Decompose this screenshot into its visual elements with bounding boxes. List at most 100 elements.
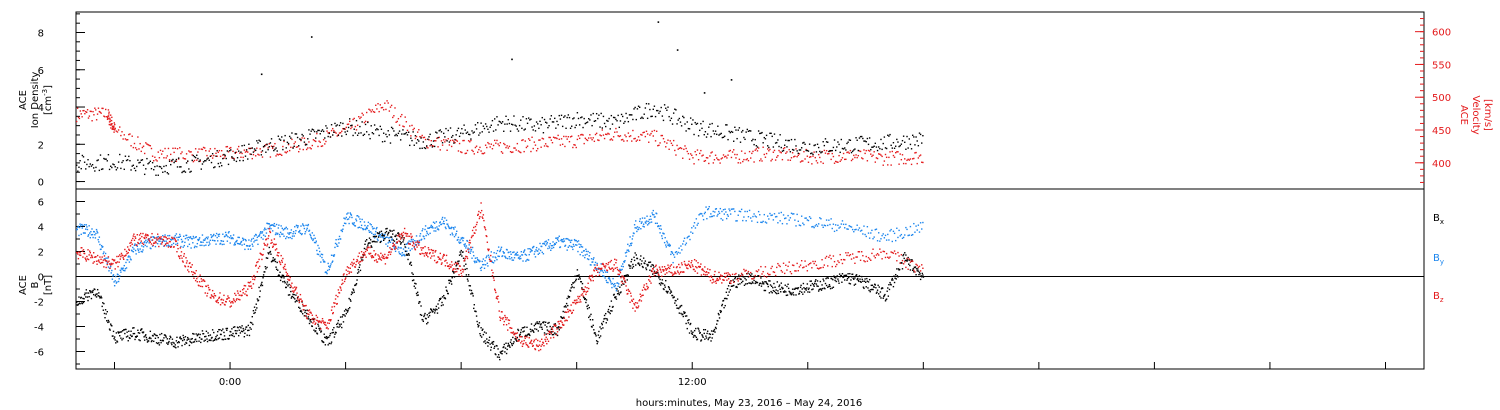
- bx-point: [392, 239, 395, 241]
- bx-point: [190, 342, 193, 344]
- velocity-point: [499, 142, 502, 144]
- velocity-point: [731, 151, 734, 153]
- velocity-point: [697, 158, 700, 161]
- bz-point: [103, 266, 105, 268]
- density-point: [677, 119, 679, 121]
- velocity-point: [414, 137, 417, 140]
- velocity-point: [619, 135, 622, 137]
- velocity-point: [882, 164, 884, 166]
- by-point: [238, 236, 240, 239]
- velocity-point: [865, 149, 867, 152]
- bx-point: [465, 263, 467, 265]
- by-point: [342, 228, 344, 230]
- by-point: [93, 231, 95, 233]
- bz-point: [342, 274, 345, 276]
- velocity-point: [237, 145, 240, 148]
- bz-point: [324, 321, 327, 324]
- bz-point: [273, 238, 276, 240]
- bx-point: [552, 333, 555, 336]
- velocity-point: [177, 158, 180, 160]
- by-point: [790, 212, 793, 214]
- bx-point: [240, 330, 243, 332]
- velocity-point: [668, 148, 670, 151]
- bx-point: [516, 340, 518, 342]
- by-point: [793, 213, 795, 215]
- bx-point: [514, 338, 517, 340]
- bx-point: [239, 332, 242, 334]
- by-point: [453, 235, 456, 238]
- density-point: [330, 124, 333, 126]
- by-point: [267, 227, 269, 230]
- by-point: [126, 259, 129, 261]
- by-point: [686, 237, 688, 239]
- bx-point: [119, 335, 121, 337]
- by-point: [219, 242, 222, 245]
- density-point: [372, 133, 375, 135]
- bx-point: [436, 312, 439, 314]
- bz-point: [129, 242, 131, 244]
- bx-point: [453, 276, 456, 278]
- by-point: [291, 235, 294, 237]
- density-point: [510, 123, 513, 125]
- velocity-point: [787, 159, 789, 161]
- density-point: [214, 166, 216, 168]
- bx-point: [880, 297, 882, 299]
- by-point: [367, 221, 370, 224]
- velocity-point: [627, 132, 630, 134]
- by-point: [310, 236, 312, 239]
- density-point: [128, 155, 130, 158]
- bz-point: [272, 245, 274, 247]
- bx-point: [467, 274, 470, 276]
- by-point: [664, 236, 666, 239]
- bx-point: [783, 291, 785, 293]
- bx-point: [688, 332, 691, 334]
- velocity-point: [615, 127, 617, 130]
- bz-point: [107, 256, 110, 258]
- velocity-point: [515, 149, 517, 151]
- velocity-point: [202, 146, 205, 149]
- density-point: [522, 116, 524, 118]
- by-point: [420, 238, 423, 241]
- velocity-point: [387, 102, 389, 104]
- bz-point: [254, 276, 256, 279]
- bx-point: [478, 322, 481, 324]
- by-point: [315, 241, 317, 244]
- bz-point: [391, 248, 393, 251]
- bx-point: [395, 234, 397, 236]
- velocity-point: [772, 151, 775, 153]
- velocity-point: [394, 107, 396, 109]
- by-point: [332, 254, 334, 257]
- density-point: [902, 135, 905, 137]
- by-point: [216, 236, 218, 239]
- by-point: [334, 242, 337, 245]
- by-point: [581, 246, 584, 248]
- bx-point: [522, 331, 524, 333]
- bx-point: [283, 277, 285, 279]
- velocity-point: [688, 158, 691, 160]
- by-point: [558, 235, 560, 237]
- bx-point: [594, 333, 597, 335]
- velocity-point: [80, 113, 82, 115]
- velocity-point: [671, 144, 674, 147]
- velocity-point: [91, 120, 93, 122]
- bx-point: [241, 325, 243, 327]
- bx-point: [711, 337, 713, 339]
- density-point: [406, 134, 409, 136]
- bz-point: [377, 258, 380, 260]
- bx-point: [850, 276, 853, 278]
- bz-point: [315, 314, 317, 317]
- bz-point: [205, 285, 208, 288]
- velocity-point: [489, 146, 491, 148]
- bx-point: [133, 332, 136, 335]
- bx-point: [512, 342, 515, 345]
- bx-point: [143, 339, 146, 341]
- bz-point: [141, 242, 144, 244]
- bz-point: [108, 263, 111, 265]
- density-point: [572, 118, 574, 120]
- by-point: [283, 235, 285, 237]
- density-point: [602, 115, 605, 118]
- density-point: [597, 117, 599, 120]
- bx-point: [288, 294, 291, 296]
- bz-point: [394, 248, 396, 251]
- by-point: [134, 249, 137, 252]
